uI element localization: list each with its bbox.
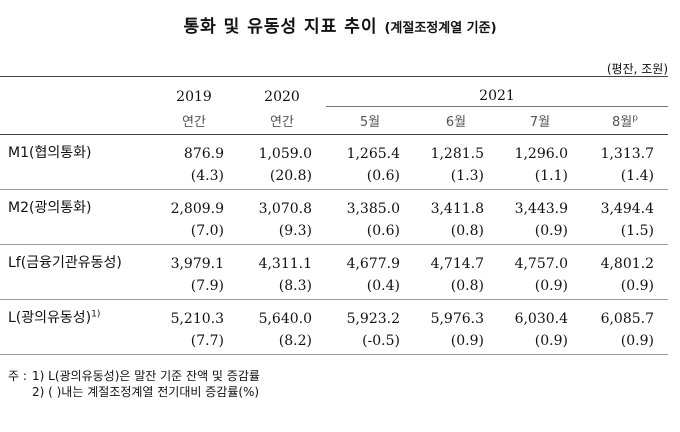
col-aug: 8월p	[582, 106, 668, 135]
value-cell: 4,714.7	[430, 256, 484, 272]
table-row-change: (7.0) (9.3) (0.6) (0.8) (0.9) (1.5)	[0, 217, 668, 245]
change-cell: (0.9)	[498, 327, 582, 355]
change-cell: (1.1)	[498, 162, 582, 190]
value-cell: 876.9	[183, 146, 224, 162]
value-cell: 3,979.1	[170, 256, 224, 272]
change-cell: (9.3)	[238, 217, 326, 245]
change-cell: (0.9)	[498, 217, 582, 245]
value-cell: 5,976.3	[430, 311, 484, 327]
header-year-row: 2019 2020 2021	[0, 76, 668, 107]
change-cell: (4.3)	[150, 162, 238, 190]
change-cell: (7.0)	[150, 217, 238, 245]
year-2019: 2019	[150, 76, 238, 107]
value-cell: 3,070.8	[258, 201, 312, 217]
change-cell: (0.8)	[414, 217, 498, 245]
value-cell: 1,313.7	[600, 146, 654, 162]
change-cell: (0.9)	[582, 272, 668, 300]
row-label: Lf(금융기관유동성)	[8, 255, 122, 271]
row-label: L(광의유동성)1)	[8, 309, 101, 326]
value-cell: 5,923.2	[346, 311, 400, 327]
unit-label: (평잔, 조원)	[606, 62, 668, 76]
value-cell: 1,281.5	[430, 146, 484, 162]
change-cell: (0.4)	[326, 272, 414, 300]
value-cell: 4,801.2	[600, 256, 654, 272]
liquidity-table: 2019 2020 2021 연간 연간 5월 6월 7월 8월p M1(협의통…	[0, 76, 668, 355]
prelim-mark: p	[632, 113, 638, 124]
value-cell: 3,385.0	[346, 201, 400, 217]
change-cell: (0.9)	[498, 272, 582, 300]
change-cell: (0.9)	[414, 327, 498, 355]
value-cell: 4,757.0	[514, 256, 568, 272]
change-cell: (0.6)	[326, 162, 414, 190]
value-cell: 3,411.8	[430, 201, 484, 217]
change-cell: (8.3)	[238, 272, 326, 300]
value-cell: 5,640.0	[258, 311, 312, 327]
year-2020: 2020	[238, 76, 326, 107]
value-cell: 3,443.9	[514, 201, 568, 217]
row-label: M1(협의통화)	[8, 145, 92, 161]
title-sub: (계절조정계열 기준)	[384, 21, 497, 36]
value-cell: 6,030.4	[514, 311, 568, 327]
change-cell: (0.9)	[582, 327, 668, 355]
table-row-change: (7.9) (8.3) (0.4) (0.8) (0.9) (0.9)	[0, 272, 668, 300]
change-cell: (1.3)	[414, 162, 498, 190]
footnote-ref: 1)	[91, 309, 101, 320]
col-jun: 6월	[414, 106, 498, 135]
value-cell: 1,296.0	[514, 146, 568, 162]
footnotes: 주 : 1) L(광의유동성)은 말잔 기준 잔액 및 증감률 2) ( )내는 …	[8, 368, 260, 400]
title-main: 통화 및 유동성 지표 추이	[183, 17, 378, 37]
footnote-prefix: 주 :	[8, 369, 27, 383]
table-row: L(광의유동성)1) 5,210.3 5,640.0 5,923.2 5,976.3 6,…	[0, 300, 668, 327]
change-cell: (0.8)	[414, 272, 498, 300]
value-cell: 2,809.9	[170, 201, 224, 217]
year-2021: 2021	[326, 76, 668, 107]
table-row: M2(광의통화) 2,809.9 3,070.8 3,385.0 3,411.8 3,44…	[0, 190, 668, 217]
footnote-1: 1) L(광의유동성)은 말잔 기준 잔액 및 증감률	[32, 369, 260, 383]
table-row-change: (7.7) (8.2) (-0.5) (0.9) (0.9) (0.9)	[0, 327, 668, 355]
change-cell: (7.9)	[150, 272, 238, 300]
col-may: 5월	[326, 106, 414, 135]
value-cell: 5,210.3	[170, 311, 224, 327]
table-title: 통화 및 유동성 지표 추이 (계절조정계열 기준)	[0, 12, 680, 37]
table-row: Lf(금융기관유동성) 3,979.1 4,311.1 4,677.9 4,714.7 4…	[0, 245, 668, 272]
change-cell: (1.5)	[582, 217, 668, 245]
value-cell: 4,677.9	[346, 256, 400, 272]
change-cell: (0.6)	[326, 217, 414, 245]
value-cell: 4,311.1	[258, 256, 312, 272]
col-annual-2020: 연간	[238, 106, 326, 135]
row-label: M2(광의통화)	[8, 200, 92, 216]
value-cell: 1,265.4	[346, 146, 400, 162]
change-cell: (8.2)	[238, 327, 326, 355]
change-cell: (20.8)	[238, 162, 326, 190]
table-row: M1(협의통화) 876.9 1,059.0 1,265.4 1,281.5 1,296.…	[0, 135, 668, 162]
footnote-2: 2) ( )내는 계절조정계열 전기대비 증감률(%)	[32, 385, 260, 399]
change-cell: (7.7)	[150, 327, 238, 355]
table-row-change: (4.3) (20.8) (0.6) (1.3) (1.1) (1.4)	[0, 162, 668, 190]
value-cell: 6,085.7	[600, 311, 654, 327]
value-cell: 3,494.4	[600, 201, 654, 217]
change-cell: (1.4)	[582, 162, 668, 190]
col-annual-2019: 연간	[150, 106, 238, 135]
change-cell: (-0.5)	[326, 327, 414, 355]
header-sub-row: 연간 연간 5월 6월 7월 8월p	[0, 106, 668, 135]
value-cell: 1,059.0	[258, 146, 312, 162]
col-jul: 7월	[498, 106, 582, 135]
